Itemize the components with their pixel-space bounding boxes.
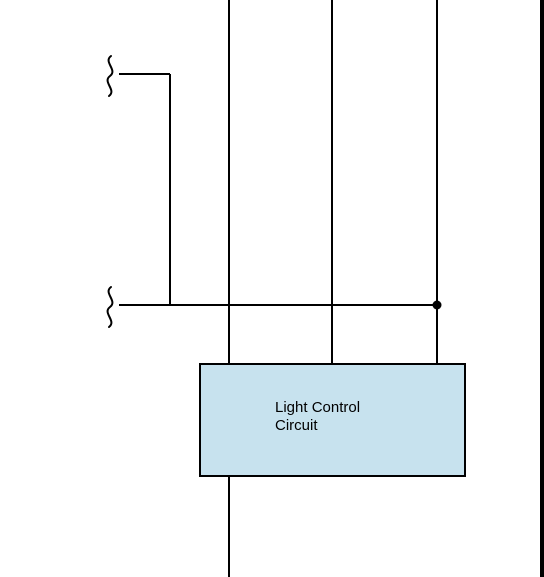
schematic-diagram: Light Control Circuit bbox=[0, 0, 544, 577]
diagram-background bbox=[0, 0, 544, 577]
block-label-line2: Circuit bbox=[275, 417, 318, 434]
junction-dot bbox=[433, 301, 442, 310]
light-control-circuit-block bbox=[200, 364, 465, 476]
block-label-line1: Light Control bbox=[275, 399, 360, 416]
